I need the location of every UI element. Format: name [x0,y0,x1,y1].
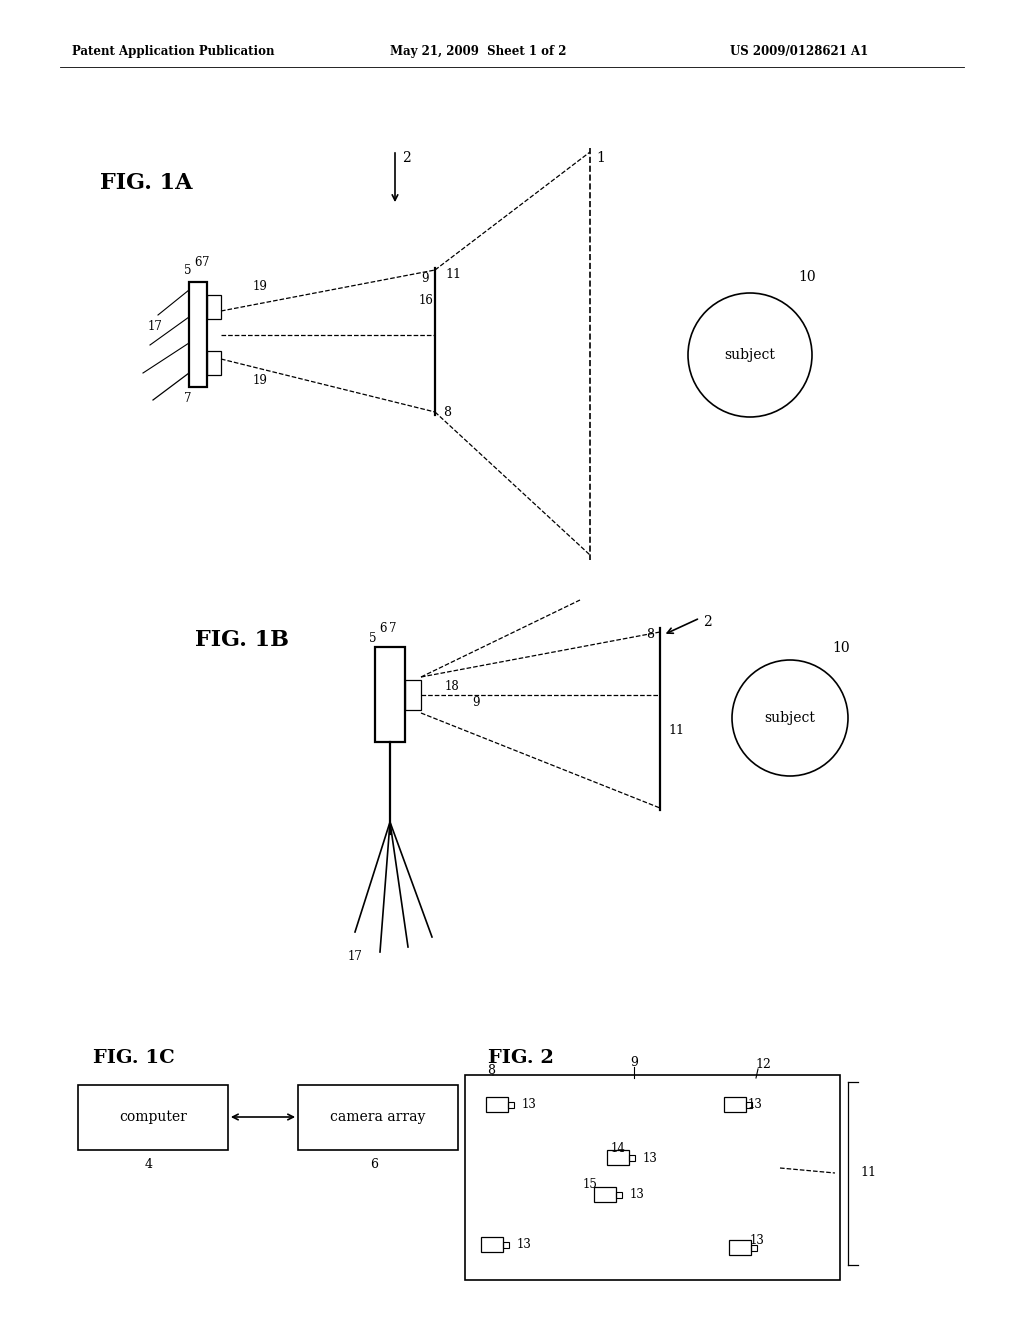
Text: 9: 9 [630,1056,638,1069]
Text: 9: 9 [472,697,479,710]
Text: 10: 10 [798,271,816,284]
Bar [594,1187,616,1203]
Text: 17: 17 [148,321,163,334]
Text: 1: 1 [596,150,605,165]
Bar [751,1245,757,1251]
Text: computer: computer [119,1110,187,1125]
Text: FIG. 1C: FIG. 1C [93,1049,175,1067]
Text: 2: 2 [703,615,712,630]
Text: US 2009/0128621 A1: US 2009/0128621 A1 [730,45,868,58]
Bar [508,1102,514,1107]
Text: 8: 8 [443,405,451,418]
Bar [298,1085,458,1150]
Bar [616,1192,622,1199]
Bar [375,647,406,742]
Bar [729,1239,751,1255]
Text: 13: 13 [643,1151,657,1164]
Text: 7: 7 [184,392,191,405]
Bar [207,351,221,375]
Text: FIG. 1B: FIG. 1B [195,630,289,651]
Text: Patent Application Publication: Patent Application Publication [72,45,274,58]
Text: 6: 6 [379,622,386,635]
Text: 13: 13 [517,1238,531,1251]
Text: 7: 7 [202,256,210,269]
Text: 16: 16 [419,293,434,306]
Bar [746,1102,752,1107]
Text: 12: 12 [755,1059,771,1072]
Bar [724,1097,746,1111]
Text: May 21, 2009  Sheet 1 of 2: May 21, 2009 Sheet 1 of 2 [390,45,566,58]
Text: 11: 11 [445,268,461,281]
Text: 11: 11 [668,723,684,737]
Text: subject: subject [765,711,815,725]
Text: 8: 8 [487,1064,495,1077]
Text: FIG. 2: FIG. 2 [488,1049,554,1067]
Text: camera array: camera array [331,1110,426,1125]
Text: 2: 2 [402,150,411,165]
Text: 6: 6 [194,256,202,269]
Text: 13: 13 [750,1233,765,1246]
Text: 10: 10 [831,642,850,655]
Text: 5: 5 [184,264,191,277]
Text: subject: subject [725,348,775,362]
Text: 5: 5 [369,631,377,644]
Text: 14: 14 [610,1142,626,1155]
Text: 7: 7 [389,622,396,635]
Text: 11: 11 [860,1167,876,1180]
Bar [207,294,221,319]
Bar [607,1150,629,1166]
Text: FIG. 1A: FIG. 1A [100,172,193,194]
Text: 18: 18 [445,681,460,693]
Text: 19: 19 [253,281,268,293]
Text: 17: 17 [348,950,362,964]
Text: 13: 13 [630,1188,645,1201]
Bar [465,1074,840,1280]
Bar [486,1097,508,1111]
Bar [629,1155,635,1162]
Text: 9: 9 [421,272,428,285]
Text: 8: 8 [646,628,654,642]
Bar [189,282,207,387]
Text: 13: 13 [748,1098,763,1111]
Text: 19: 19 [253,375,268,388]
Bar [406,680,421,710]
Bar [481,1237,503,1251]
Text: 6: 6 [370,1158,378,1171]
Bar [78,1085,228,1150]
Bar [503,1242,509,1247]
Text: 4: 4 [145,1158,153,1171]
Text: 15: 15 [583,1179,598,1192]
Text: 13: 13 [522,1098,537,1111]
